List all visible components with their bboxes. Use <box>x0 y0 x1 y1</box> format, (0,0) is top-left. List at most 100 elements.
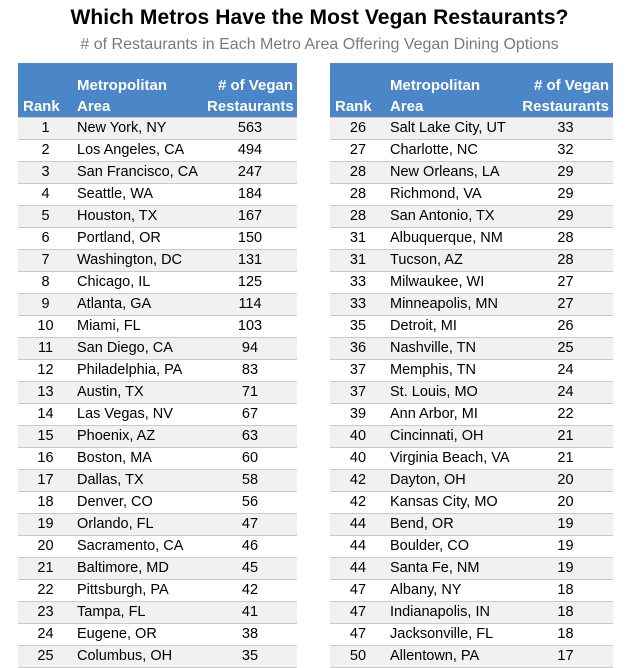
page-subtitle: # of Restaurants in Each Metro Area Offe… <box>80 36 559 53</box>
metro-area-cell: Boulder, CO <box>386 535 518 558</box>
rank-cell: 14 <box>18 403 73 426</box>
restaurant-count-cell: 18 <box>518 579 613 602</box>
table-row: 33 Minneapolis, MN 27 <box>330 293 613 316</box>
metro-area-cell: Eugene, OR <box>73 623 203 646</box>
column-header-rank: Rank <box>330 63 386 118</box>
metro-area-cell: Sacramento, CA <box>73 535 203 558</box>
table-row: 15 Phoenix, AZ 63 <box>18 425 297 448</box>
table-header-row: Rank Metropolitan Area # of Vegan Restau… <box>18 63 297 118</box>
table-row: 10 Miami, FL 103 <box>18 315 297 338</box>
restaurant-count-cell: 18 <box>518 601 613 624</box>
table-row: 16 Boston, MA 60 <box>18 447 297 470</box>
restaurant-count-cell: 71 <box>203 381 297 404</box>
restaurant-count-cell: 19 <box>518 535 613 558</box>
metro-area-cell: Baltimore, MD <box>73 557 203 580</box>
column-header-area-line1: Metropolitan <box>390 77 480 94</box>
table-row: 31 Albuquerque, NM 28 <box>330 227 613 250</box>
metro-area-cell: Philadelphia, PA <box>73 359 203 382</box>
table-row: 27 Charlotte, NC 32 <box>330 139 613 162</box>
rank-cell: 35 <box>330 315 386 338</box>
table-row: 28 San Antonio, TX 29 <box>330 205 613 228</box>
metro-area-cell: Virginia Beach, VA <box>386 447 518 470</box>
restaurant-count-cell: 83 <box>203 359 297 382</box>
metro-area-cell: Las Vegas, NV <box>73 403 203 426</box>
rank-cell: 2 <box>18 139 73 162</box>
restaurant-count-cell: 38 <box>203 623 297 646</box>
ranking-table-right: Rank Metropolitan Area # of Vegan Restau… <box>330 63 613 668</box>
metro-area-cell: Austin, TX <box>73 381 203 404</box>
table-row: 47 Albany, NY 18 <box>330 579 613 602</box>
restaurant-count-cell: 47 <box>203 513 297 536</box>
metro-area-cell: Milwaukee, WI <box>386 271 518 294</box>
rank-cell: 7 <box>18 249 73 272</box>
column-header-count-line2: Restaurants <box>207 98 294 115</box>
restaurant-count-cell: 35 <box>203 645 297 668</box>
table-row: 50 Allentown, PA 17 <box>330 645 613 668</box>
restaurant-count-cell: 18 <box>518 623 613 646</box>
rank-cell: 28 <box>330 205 386 228</box>
rank-cell: 44 <box>330 557 386 580</box>
rank-cell: 21 <box>18 557 73 580</box>
restaurant-count-cell: 26 <box>518 315 613 338</box>
rank-cell: 50 <box>330 645 386 668</box>
table-row: 40 Cincinnati, OH 21 <box>330 425 613 448</box>
metro-area-cell: Seattle, WA <box>73 183 203 206</box>
table-body-right: 26 Salt Lake City, UT 33 27 Charlotte, NC 32 2… <box>330 117 613 668</box>
table-row: 39 Ann Arbor, MI 22 <box>330 403 613 426</box>
table-row: 28 Richmond, VA 29 <box>330 183 613 206</box>
table-row: 3 San Francisco, CA 247 <box>18 161 297 184</box>
rank-cell: 27 <box>330 139 386 162</box>
restaurant-count-cell: 24 <box>518 381 613 404</box>
restaurant-count-cell: 67 <box>203 403 297 426</box>
metro-area-cell: Boston, MA <box>73 447 203 470</box>
restaurant-count-cell: 58 <box>203 469 297 492</box>
column-header-count-line2: Restaurants <box>522 98 609 115</box>
metro-area-cell: New Orleans, LA <box>386 161 518 184</box>
metro-area-cell: Portland, OR <box>73 227 203 250</box>
restaurant-count-cell: 94 <box>203 337 297 360</box>
metro-area-cell: Columbus, OH <box>73 645 203 668</box>
metro-area-cell: Phoenix, AZ <box>73 425 203 448</box>
restaurant-count-cell: 45 <box>203 557 297 580</box>
restaurant-count-cell: 33 <box>518 117 613 140</box>
rank-cell: 47 <box>330 623 386 646</box>
metro-area-cell: Detroit, MI <box>386 315 518 338</box>
table-row: 37 Memphis, TN 24 <box>330 359 613 382</box>
table-row: 28 New Orleans, LA 29 <box>330 161 613 184</box>
rank-cell: 39 <box>330 403 386 426</box>
table-row: 47 Indianapolis, IN 18 <box>330 601 613 624</box>
rank-cell: 5 <box>18 205 73 228</box>
rank-cell: 31 <box>330 227 386 250</box>
metro-area-cell: St. Louis, MO <box>386 381 518 404</box>
rank-cell: 44 <box>330 535 386 558</box>
restaurant-count-cell: 21 <box>518 425 613 448</box>
rank-cell: 40 <box>330 425 386 448</box>
table-row: 36 Nashville, TN 25 <box>330 337 613 360</box>
table-row: 33 Milwaukee, WI 27 <box>330 271 613 294</box>
restaurant-count-cell: 150 <box>203 227 297 250</box>
restaurant-count-cell: 29 <box>518 161 613 184</box>
metro-area-cell: Houston, TX <box>73 205 203 228</box>
table-row: 47 Jacksonville, FL 18 <box>330 623 613 646</box>
rank-cell: 28 <box>330 161 386 184</box>
restaurant-count-cell: 42 <box>203 579 297 602</box>
table-row: 18 Denver, CO 56 <box>18 491 297 514</box>
table-header-row: Rank Metropolitan Area # of Vegan Restau… <box>330 63 613 118</box>
rank-cell: 37 <box>330 359 386 382</box>
table-row: 6 Portland, OR 150 <box>18 227 297 250</box>
restaurant-count-cell: 19 <box>518 513 613 536</box>
rank-cell: 17 <box>18 469 73 492</box>
restaurant-count-cell: 184 <box>203 183 297 206</box>
metro-area-cell: Miami, FL <box>73 315 203 338</box>
metro-area-cell: Orlando, FL <box>73 513 203 536</box>
metro-area-cell: Salt Lake City, UT <box>386 117 518 140</box>
metro-area-cell: San Diego, CA <box>73 337 203 360</box>
restaurant-count-cell: 114 <box>203 293 297 316</box>
table-row: 37 St. Louis, MO 24 <box>330 381 613 404</box>
column-header-area-line2: Area <box>77 98 111 115</box>
column-header-area-line2: Area <box>390 98 424 115</box>
metro-area-cell: Albany, NY <box>386 579 518 602</box>
table-row: 31 Tucson, AZ 28 <box>330 249 613 272</box>
column-header-count-line1: # of Vegan <box>217 77 293 94</box>
table-row: 11 San Diego, CA 94 <box>18 337 297 360</box>
